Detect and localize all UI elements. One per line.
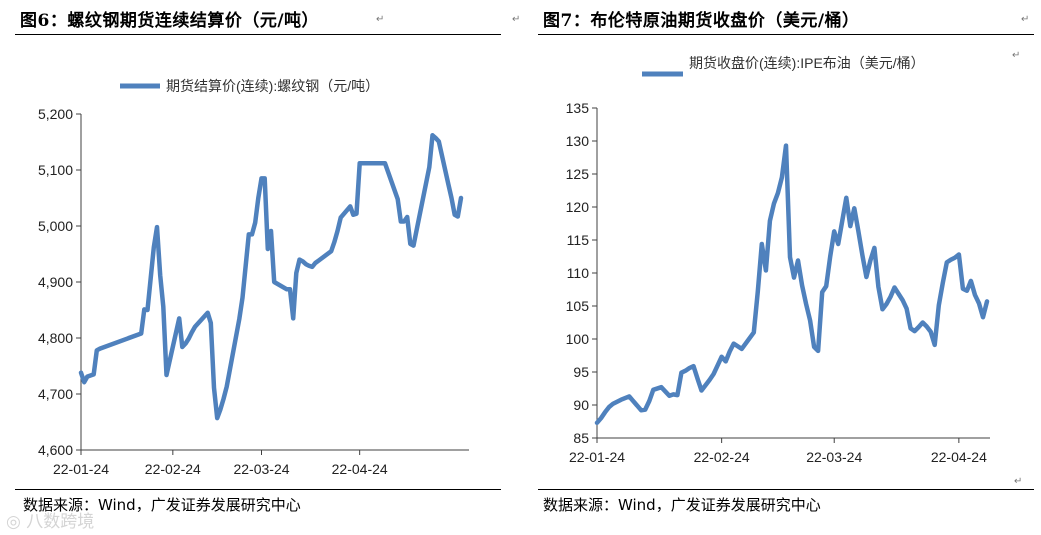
y-tick-label: 120 [566,199,590,215]
y-tick-label: 4,800 [38,330,73,346]
x-tick-label: 22-03-24 [233,461,289,477]
x-tick-label: 22-03-24 [806,449,862,465]
legend-label: 期货结算价(连续):螺纹钢（元/吨） [166,78,379,94]
y-tick-label: 100 [566,331,590,347]
x-tick-label: 22-01-24 [53,461,109,477]
left-source-rule [15,489,501,490]
right-title-rule [538,34,1034,35]
watermark-logo: ◎ 八数跨境 [6,507,94,532]
y-tick-label: 5,100 [38,162,73,178]
x-tick-label: 22-04-24 [332,461,388,477]
right-source-rule [538,489,1034,490]
left-chart-title: 图6：螺纹钢期货连续结算价（元/吨） [20,11,320,31]
right-source-note: 数据来源：Wind，广发证券发展研究中心 [543,496,821,514]
watermark-text: 八数跨境 [26,512,95,532]
series-line [594,143,990,426]
y-tick-label: 4,700 [38,386,73,402]
left-source-note: 数据来源：Wind，广发证券发展研究中心 [23,496,301,514]
x-tick-label: 22-04-24 [931,449,987,465]
y-tick-label: 105 [566,298,590,314]
right-chart: 85 90 95 100 105 110 115 120 125 130 135 22-01-24 22… [566,55,990,465]
return-mark: ↵ [1012,50,1021,61]
y-tick-label: 110 [567,265,590,281]
series-line [78,133,464,421]
x-tick-label: 22-02-24 [145,461,201,477]
y-tick-label: 85 [573,430,589,446]
y-tick-label: 130 [566,133,590,149]
return-mark: ↵ [1021,14,1030,25]
y-tick-label: 5,200 [38,106,73,122]
right-chart-title: 图7：布伦特原油期货收盘价（美元/桶） [543,11,860,31]
y-tick-label: 125 [566,166,590,182]
left-title-rule [15,34,501,35]
legend-label: 期货收盘价(连续):IPE布油（美元/桶） [689,55,925,71]
y-tick-label: 115 [567,232,590,248]
y-tick-label: 5,000 [38,218,73,234]
x-tick-label: 22-01-24 [569,449,625,465]
y-tick-label: 135 [566,100,590,116]
x-tick-label: 22-02-24 [694,449,750,465]
y-tick-label: 90 [573,397,589,413]
legend-label-line: 期货收盘价(连续):IPE布油（美元/桶） [689,55,925,71]
y-tick-label: 4,900 [38,274,73,290]
return-mark: ↵ [512,14,521,25]
return-mark: ↵ [1014,476,1023,487]
y-tick-label: 4,600 [38,442,73,458]
return-mark: ↵ [376,14,385,25]
y-tick-label: 95 [573,364,589,380]
left-chart: 4,600 4,700 4,800 4,900 5,000 5,100 5,200 22-01… [38,78,469,477]
watermark-icon: ◎ [6,512,27,532]
